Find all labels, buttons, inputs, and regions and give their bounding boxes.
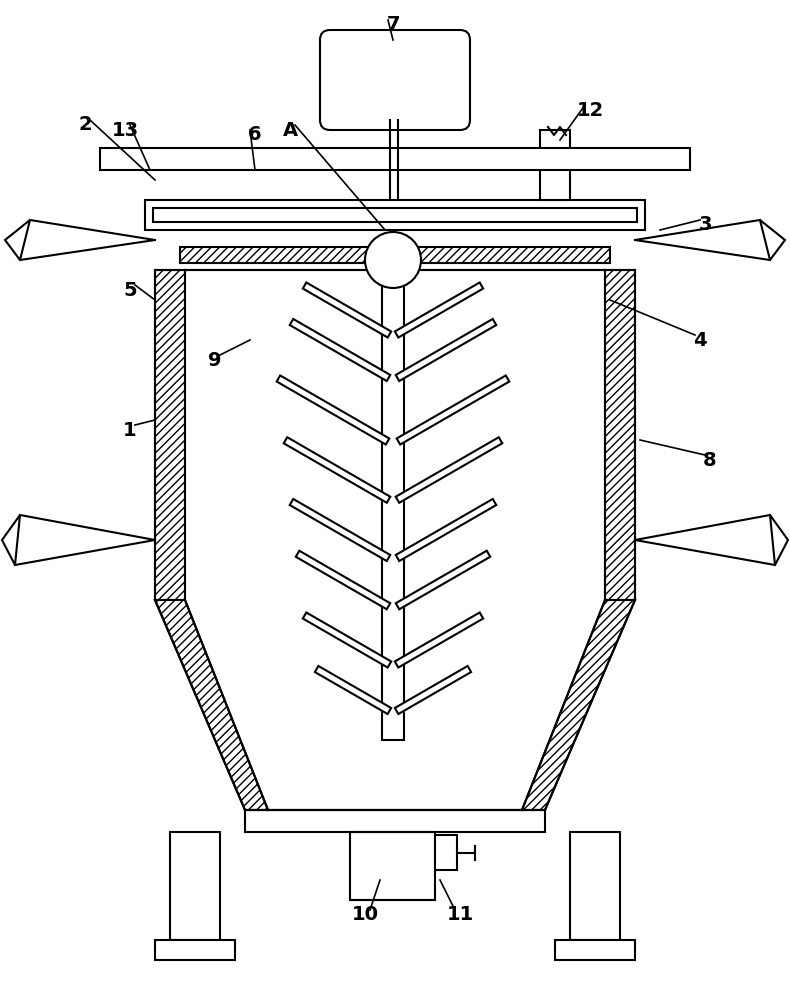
Polygon shape <box>770 515 788 565</box>
Text: 2: 2 <box>78 115 92 134</box>
Polygon shape <box>396 551 491 609</box>
Polygon shape <box>396 437 502 503</box>
Bar <box>180 247 610 263</box>
Polygon shape <box>284 437 390 503</box>
Text: 4: 4 <box>693 330 707 350</box>
Polygon shape <box>396 319 496 381</box>
Polygon shape <box>395 612 483 668</box>
Text: 10: 10 <box>352 906 378 924</box>
Bar <box>100 148 690 170</box>
Polygon shape <box>315 666 391 714</box>
Polygon shape <box>760 220 785 260</box>
Bar <box>540 130 570 200</box>
Text: 3: 3 <box>698 216 712 234</box>
Polygon shape <box>5 220 30 260</box>
Text: 8: 8 <box>703 450 717 470</box>
Bar <box>155 940 235 960</box>
Polygon shape <box>290 499 390 561</box>
Text: 5: 5 <box>123 280 137 300</box>
Text: 1: 1 <box>123 420 137 440</box>
FancyBboxPatch shape <box>320 30 470 130</box>
Text: 13: 13 <box>111 120 138 139</box>
Polygon shape <box>295 551 390 609</box>
Bar <box>145 200 645 230</box>
Polygon shape <box>2 515 20 565</box>
Polygon shape <box>290 319 390 381</box>
Polygon shape <box>396 499 496 561</box>
Polygon shape <box>303 612 391 668</box>
Bar <box>155 270 185 600</box>
Polygon shape <box>395 666 471 714</box>
Bar <box>555 940 635 960</box>
Bar <box>350 832 435 900</box>
Bar <box>153 208 637 222</box>
Polygon shape <box>276 375 389 445</box>
Bar <box>605 270 635 600</box>
Text: A: A <box>283 120 298 139</box>
Text: 6: 6 <box>248 125 261 144</box>
Bar <box>382 255 404 740</box>
Text: 12: 12 <box>577 101 604 119</box>
Bar <box>570 832 620 940</box>
Polygon shape <box>522 600 635 810</box>
Polygon shape <box>155 600 268 810</box>
Bar <box>170 832 220 940</box>
Bar <box>435 835 457 870</box>
Polygon shape <box>397 375 510 445</box>
Text: 11: 11 <box>446 906 474 924</box>
Polygon shape <box>395 282 483 338</box>
Text: 7: 7 <box>386 15 400 34</box>
Polygon shape <box>303 282 391 338</box>
Text: 9: 9 <box>209 351 222 369</box>
Circle shape <box>365 232 421 288</box>
